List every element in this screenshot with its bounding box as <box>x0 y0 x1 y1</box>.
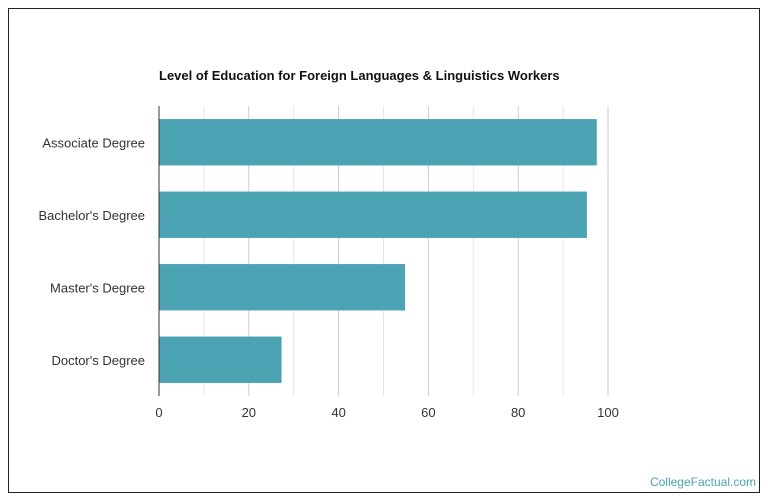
x-tick-label: 20 <box>242 405 256 420</box>
y-tick-labels: Associate Degree Bachelor's Degree Master'… <box>38 135 145 368</box>
bar <box>159 119 597 166</box>
x-tick-label: 100 <box>597 405 619 420</box>
x-tick-label: 0 <box>155 405 162 420</box>
x-tick-label: 40 <box>331 405 345 420</box>
x-tick-label: 60 <box>421 405 435 420</box>
y-tick-label: Master's Degree <box>50 280 145 295</box>
bar <box>159 264 406 311</box>
x-tick-label: 80 <box>511 405 525 420</box>
chart-title: Level of Education for Foreign Languages… <box>159 68 560 83</box>
y-tick-label: Doctor's Degree <box>51 353 145 368</box>
y-tick-label: Bachelor's Degree <box>38 208 145 223</box>
bars <box>159 119 597 383</box>
bar <box>159 336 282 383</box>
y-tick-label: Associate Degree <box>42 135 145 150</box>
watermark-link[interactable]: CollegeFactual.com <box>649 475 756 489</box>
bar <box>159 191 587 238</box>
x-tick-labels: 0 20 40 60 80 100 <box>155 405 618 420</box>
